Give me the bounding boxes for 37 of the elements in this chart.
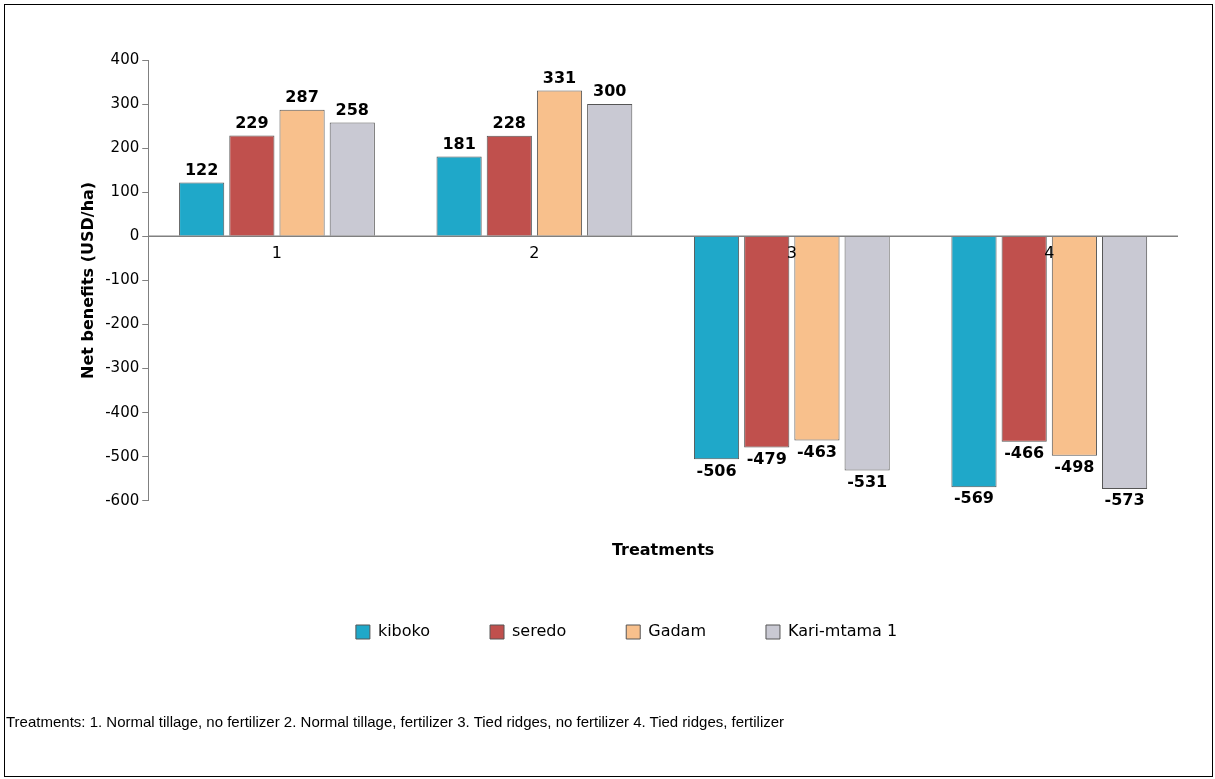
data-label: 300 [593, 81, 627, 101]
y-tick-label: -200 [105, 314, 140, 333]
legend-label: seredo [512, 621, 567, 641]
y-tick-label: -100 [105, 270, 140, 289]
data-label: 228 [492, 112, 526, 132]
data-label: -479 [746, 448, 787, 468]
y-tick-label: 200 [110, 138, 140, 157]
y-tick-label: 300 [110, 93, 140, 112]
data-label: -531 [847, 471, 888, 491]
y-tick-label: -300 [105, 358, 140, 377]
data-label: 122 [184, 159, 219, 179]
data-label: -506 [696, 460, 737, 480]
data-label: -569 [953, 488, 994, 508]
y-tick-label: 400 [110, 49, 140, 68]
data-label: -573 [1104, 490, 1145, 510]
x-tick-label: 1 [271, 243, 283, 263]
legend-label: Gadam [648, 621, 706, 641]
data-label: 181 [442, 133, 476, 153]
data-label: -466 [1004, 442, 1045, 462]
text: Treatments: 1. Normal tillage, no fertilizer 2. Normal tillage, fertilizer 3. Tied ridges, no fertilizer 4. Tied ridges, fertilizer [6, 712, 786, 732]
y-tick-label: -400 [105, 402, 140, 421]
y-tick-label: -600 [105, 490, 140, 509]
x-tick-label: 2 [529, 243, 540, 263]
data-label: 229 [235, 112, 269, 132]
y-tick-label: -500 [105, 446, 140, 465]
legend-label: kiboko [377, 621, 431, 641]
data-label: -463 [796, 441, 837, 461]
data-label: 331 [542, 67, 577, 87]
data-label: 258 [335, 99, 369, 119]
y-tick-label: 100 [110, 182, 140, 201]
data-label: 287 [285, 86, 319, 106]
legend-label: Kari-mtama 1 [787, 621, 898, 641]
x-tick-label: 3 [786, 243, 797, 263]
data-label: -498 [1054, 456, 1095, 476]
y-axis-title: Net benefits (USD/ha) [77, 181, 97, 379]
y-tick-label: 0 [129, 226, 140, 245]
x-axis-title: Treatments [611, 539, 715, 559]
